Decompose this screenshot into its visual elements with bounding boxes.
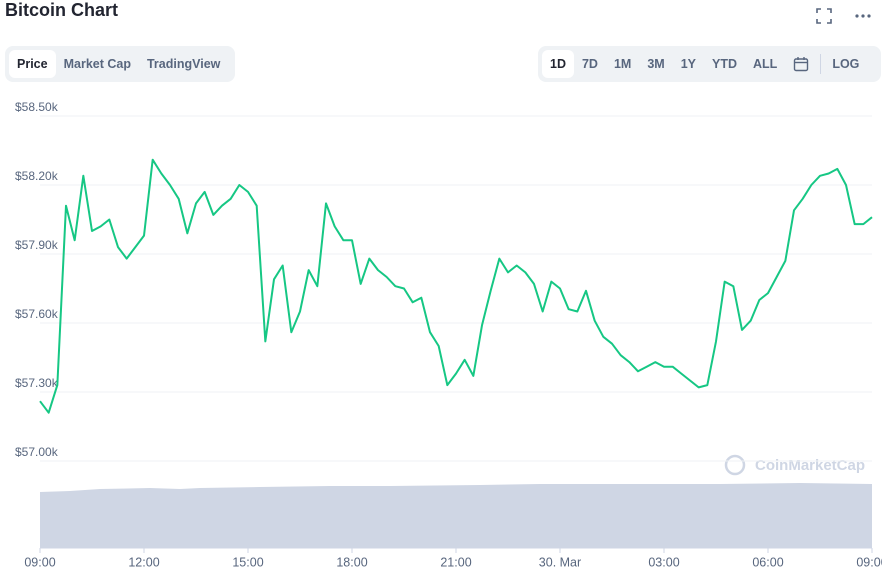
- y-tick-label: $57.00k: [15, 445, 59, 459]
- x-tick-label: 03:00: [648, 555, 679, 569]
- x-tick-label: 18:00: [336, 555, 367, 569]
- x-tick-label: 12:00: [128, 555, 159, 569]
- separator: [820, 54, 822, 74]
- y-tick-label: $58.50k: [15, 100, 59, 114]
- x-tick-label: 09:00: [24, 555, 55, 569]
- x-tick-label: 30. Mar: [539, 555, 581, 569]
- watermark: CoinMarketCap: [755, 457, 865, 474]
- range-button[interactable]: 1D: [542, 50, 574, 78]
- y-tick-label: $57.60k: [15, 307, 59, 321]
- range-button[interactable]: ALL: [753, 57, 778, 71]
- range-button[interactable]: 1Y: [680, 57, 697, 71]
- tab-group: Price Market Cap TradingView: [5, 46, 235, 82]
- y-tick-label: $57.90k: [15, 238, 59, 252]
- x-tick-label: 06:00: [752, 555, 783, 569]
- y-tick-label: $57.30k: [15, 376, 59, 390]
- calendar-button[interactable]: [785, 49, 817, 79]
- log-button[interactable]: LOG: [832, 57, 860, 71]
- tab-button[interactable]: Price: [9, 50, 56, 78]
- range-button[interactable]: 7D: [581, 57, 598, 71]
- range-button[interactable]: YTD: [712, 57, 738, 71]
- chart-title: Bitcoin Chart: [5, 0, 119, 20]
- volume-area: [40, 483, 872, 548]
- tab-button[interactable]: Market Cap: [63, 57, 131, 71]
- tab-button[interactable]: TradingView: [146, 57, 221, 71]
- more-icon[interactable]: [854, 10, 872, 22]
- range-button[interactable]: 1M: [613, 57, 632, 71]
- calendar-icon: [794, 57, 809, 72]
- x-tick-label: 09:00: [856, 555, 882, 569]
- y-tick-label: $58.20k: [15, 169, 59, 183]
- x-tick-label: 21:00: [440, 555, 471, 569]
- watermark-logo: [724, 454, 746, 476]
- range-button[interactable]: 3M: [647, 57, 665, 71]
- fullscreen-icon[interactable]: [816, 8, 832, 24]
- range-group: 1D 7D 1M 3M 1Y YTD ALL LOG: [538, 46, 881, 82]
- price-line: [39, 158, 873, 414]
- x-tick-label: 15:00: [232, 555, 263, 569]
